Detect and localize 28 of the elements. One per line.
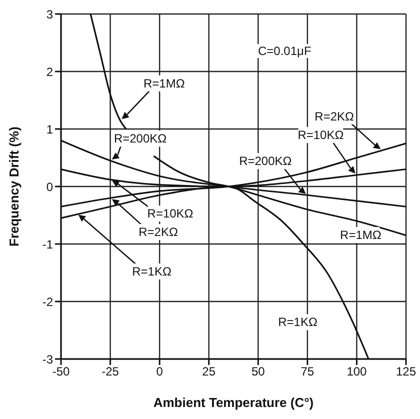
x-tick-label: 100: [346, 364, 368, 379]
y-tick-label: 2: [46, 64, 54, 79]
annotation: R=2KΩ: [138, 225, 178, 239]
y-tick-label: 3: [46, 7, 54, 22]
x-tick-label: -25: [102, 364, 120, 379]
annotation: R=2KΩ: [314, 109, 354, 124]
x-tick-label: 50: [251, 364, 266, 379]
annotation: R=1KΩ: [278, 315, 318, 330]
y-tick-label: -1: [42, 237, 54, 252]
x-tick-label: -50: [52, 364, 70, 379]
annotation: C=0.01μF: [256, 44, 314, 58]
annotation: R=1MΩ: [143, 76, 185, 90]
x-tick-label: 0: [156, 364, 164, 379]
y-tick-label: 0: [46, 180, 54, 194]
annotation: R=200KΩ: [239, 154, 292, 168]
x-tick-label: 25: [202, 364, 216, 379]
annotation: R=1KΩ: [132, 264, 172, 279]
y-tick-label: -2: [42, 294, 54, 309]
annotation: R=200KΩ: [114, 132, 167, 146]
y-tick-label: -3: [42, 352, 54, 366]
y-tick-label: 1: [46, 122, 54, 136]
annotation: R=10KΩ: [298, 128, 344, 142]
y-axis-title: Frequency Drift (%): [6, 126, 22, 246]
x-axis-title: Ambient Temperature (C°): [153, 395, 314, 410]
annotation: R=10KΩ: [147, 206, 194, 221]
annotation: R=1MΩ: [340, 228, 382, 242]
x-tick-label: 75: [300, 364, 314, 379]
x-tick-label: 125: [396, 364, 416, 379]
